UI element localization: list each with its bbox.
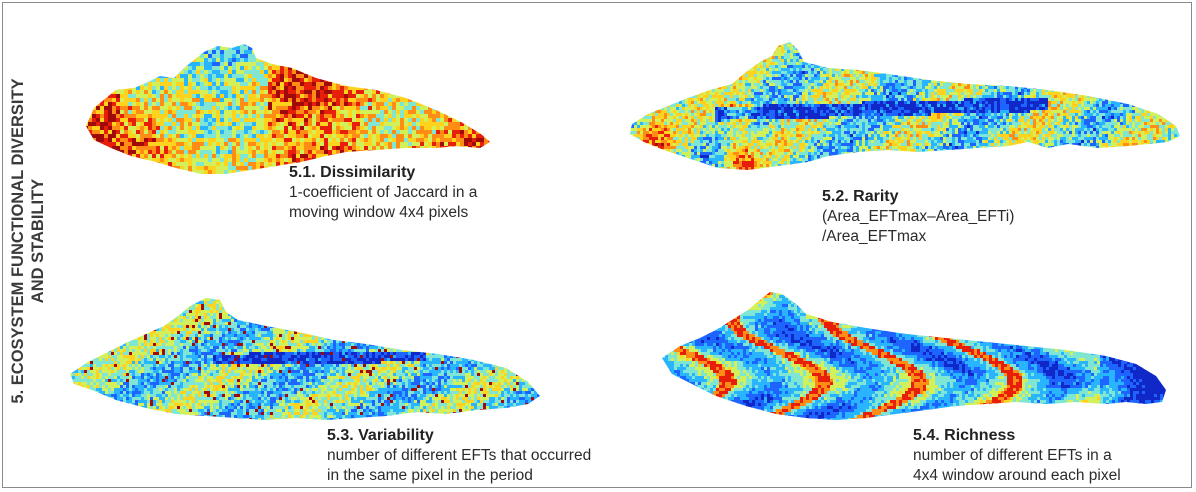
side-title: 5. ECOSYSTEM FUNCTIONAL DIVERSITY AND ST… [8,6,48,476]
panel-title: 5.4. Richness [913,426,1121,446]
caption-dissimilarity: 5.1. Dissimilarity 1-coefficient of Jacc… [289,163,477,223]
panel-desc-line1: number of different EFTs in a [913,446,1121,466]
panel-title: 5.1. Dissimilarity [289,163,477,183]
side-title-line2: AND STABILITY [28,6,48,476]
panel-desc-line1: 1-coefficient of Jaccard in a [289,183,477,203]
map-dissimilarity [76,38,496,178]
side-title-line1: 5. ECOSYSTEM FUNCTIONAL DIVERSITY [8,6,28,476]
caption-variability: 5.3. Variability number of different EFT… [327,426,591,486]
map-rarity [628,38,1188,178]
panel-desc-line2: moving window 4x4 pixels [289,203,477,223]
panel-title: 5.2. Rarity [822,187,1014,207]
panel-title: 5.3. Variability [327,426,591,446]
panel-desc-line2: /Area_EFTmax [822,227,1014,247]
panel-desc-line1: (Area_EFTmax–Area_EFTi) [822,207,1014,227]
map-variability [66,292,546,428]
caption-richness: 5.4. Richness number of different EFTs i… [913,426,1121,486]
panel-desc-line2: in the same pixel in the period [327,466,591,486]
map-richness [656,286,1176,426]
caption-rarity: 5.2. Rarity (Area_EFTmax–Area_EFTi) /Are… [822,187,1014,247]
panel-desc-line2: 4x4 window around each pixel [913,466,1121,486]
panel-desc-line1: number of different EFTs that occurred [327,446,591,466]
